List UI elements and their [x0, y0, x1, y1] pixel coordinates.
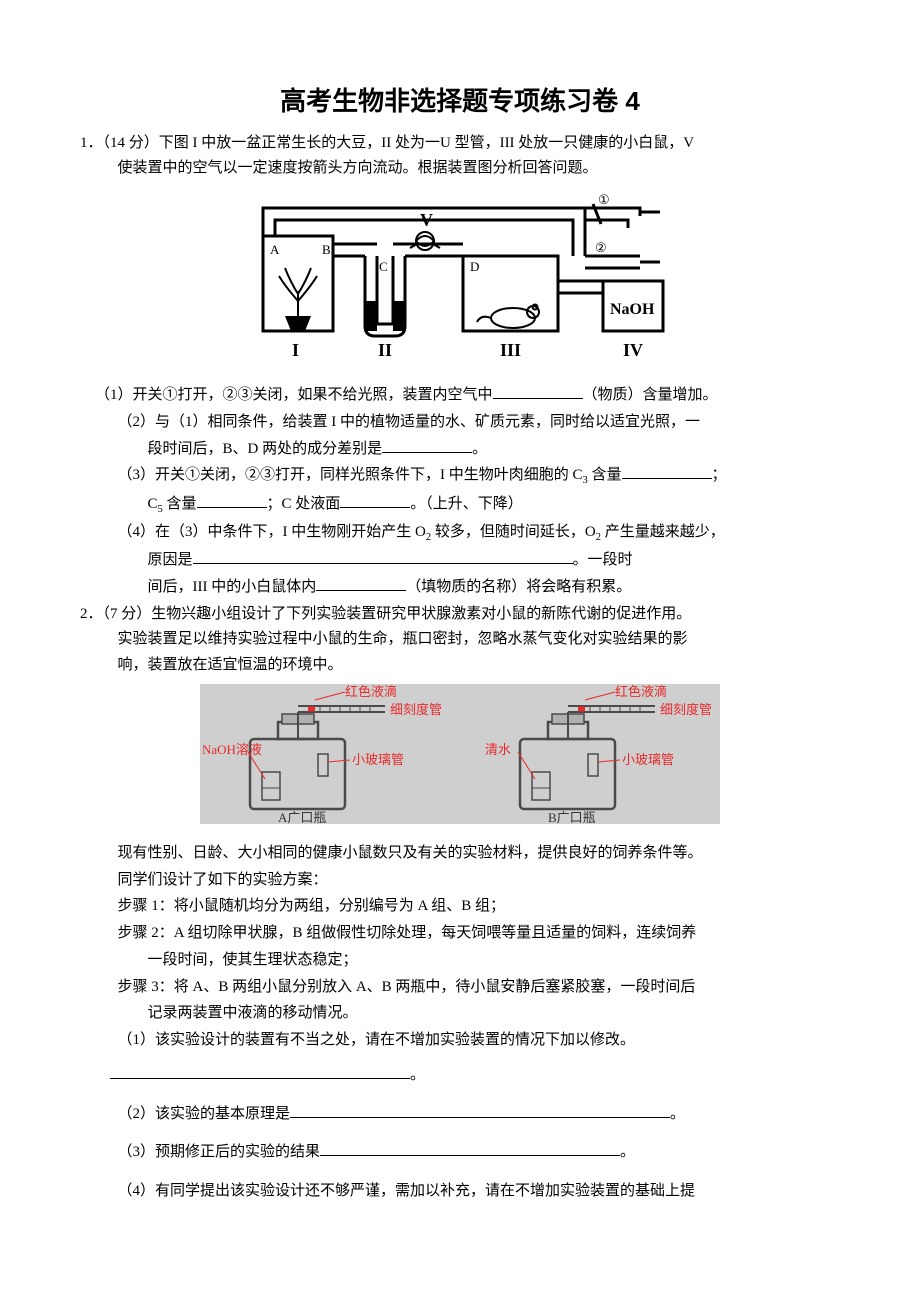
- q1-p2-text-c: 。: [472, 441, 487, 457]
- label-C: C: [379, 259, 388, 274]
- q1-p1: （1）开关①打开，②③关闭，如果不给光照，装置内空气中 （物质）含量增加。: [80, 383, 840, 408]
- q1-p4-line2: 原因是 。一段时: [80, 548, 840, 573]
- q1-p3-blank2: [197, 492, 267, 508]
- q1-p2-line2: 段时间后，B、D 两处的成分差别是 。: [80, 437, 840, 462]
- q1-p1-blank: [493, 383, 583, 399]
- q1-figure: ① ② A B C V: [80, 186, 840, 375]
- q2-step2-line1: 步骤 2：A 组切除甲状腺，B 组做假性切除处理，每天饲喂等量且适量的饲料，连续…: [80, 921, 840, 946]
- page-title: 高考生物非选择题专项练习卷 4: [80, 80, 840, 123]
- q1-p3-blank1: [622, 463, 712, 479]
- q2-figure: 红色液滴 细刻度管 NaOH溶液 小玻璃管 A广口瓶: [80, 684, 840, 833]
- q2-given: 现有性别、日龄、大小相同的健康小鼠数只及有关的实验材料，提供良好的饲养条件等。: [80, 841, 840, 866]
- q1-p4b2: 。一段时: [573, 552, 633, 568]
- q2-p2-blank: [290, 1102, 670, 1118]
- q2-stem-line2: 实验装置足以维持实验过程中小鼠的生命，瓶口密封，忽略水蒸气变化对实验结果的影: [80, 627, 840, 652]
- q1-p2-text-b: 段时间后，B、D 两处的成分差别是: [148, 441, 383, 457]
- label-bjar: B广口瓶: [548, 810, 596, 824]
- q1-p3a3: ；: [712, 467, 727, 483]
- label-II: II: [378, 340, 392, 360]
- label-ajar: A广口瓶: [278, 810, 326, 824]
- q2-p1-answer: 。: [80, 1063, 840, 1088]
- label-B: B: [322, 242, 331, 257]
- q1-p1-text-b: （物质）含量增加。: [583, 387, 718, 403]
- q1-p3b2: 含量: [163, 496, 197, 512]
- q1-p3b: C: [148, 496, 158, 512]
- q1-stem-line1: 1．（14 分）下图 I 中放一盆正常生长的大豆，II 处为一U 型管，III …: [80, 131, 840, 156]
- q1-p2-blank: [382, 437, 472, 453]
- label-red-a: 红色液滴: [345, 684, 397, 699]
- q1-p4-blank2: [316, 575, 406, 591]
- q1-p3b3: ；C 处液面: [267, 496, 341, 512]
- label-D: D: [470, 259, 479, 274]
- q2-step1: 步骤 1：将小鼠随机均分为两组，分别编号为 A 组、B 组；: [80, 894, 840, 919]
- q2-step3-line1: 步骤 3：将 A、B 两组小鼠分别放入 A、B 两瓶中，待小鼠安静后塞紧胶塞，一…: [80, 975, 840, 1000]
- label-small-a: 小玻璃管: [352, 752, 404, 767]
- q2-p1b: 。: [410, 1067, 425, 1083]
- q1-p3a: （3）开关①关闭，②③打开，同样光照条件下，I 中生物叶肉细胞的 C: [118, 467, 583, 483]
- q2-p3-blank: [320, 1140, 620, 1156]
- q1-p3b4: 。（上升、下降）: [410, 496, 523, 512]
- q1-stem-line2: 使装置中的空气以一定速度按箭头方向流动。根据装置图分析回答问题。: [80, 156, 840, 181]
- q2-p4: （4）有同学提出该实验设计还不够严谨，需加以补充，请在不增加实验装置的基础上提: [80, 1179, 840, 1204]
- q1-p4b: 原因是: [148, 552, 193, 568]
- q2-p2: （2）该实验的基本原理是 。: [80, 1102, 840, 1127]
- q1-p4c: 间后，III 中的小白鼠体内: [148, 579, 317, 595]
- q1-p4-line1: （4）在（3）中条件下，I 中生物刚开始产生 O2 较多，但随时间延长，O2 产…: [80, 520, 840, 546]
- label-tube-a: 细刻度管: [390, 702, 442, 717]
- q1-p4-line3: 间后，III 中的小白鼠体内 （填物质的名称）将会略有积累。: [80, 575, 840, 600]
- label-IV: IV: [623, 340, 643, 360]
- label-naoh: NaOH溶液: [202, 742, 262, 757]
- q2-p2b: 。: [670, 1106, 685, 1122]
- label-NaOH: NaOH: [610, 301, 655, 318]
- q2-step3-line2: 记录两装置中液滴的移动情况。: [80, 1001, 840, 1026]
- label-small-b: 小玻璃管: [622, 752, 674, 767]
- q2-p2a: （2）该实验的基本原理是: [118, 1106, 291, 1122]
- label-I: I: [292, 340, 299, 360]
- label-V: V: [420, 210, 433, 230]
- label-III: III: [500, 340, 521, 360]
- q2-p3a: （3）预期修正后的实验的结果: [118, 1144, 321, 1160]
- label-two: ②: [595, 240, 607, 255]
- q2-stem-line3: 响，装置放在适宜恒温的环境中。: [80, 653, 840, 678]
- q1-p4-blank1: [193, 548, 573, 564]
- label-one: ①: [598, 192, 610, 207]
- q1-p4c2: （填物质的名称）将会略有积累。: [406, 579, 631, 595]
- q1-p4a: （4）在（3）中条件下，I 中生物刚开始产生 O: [118, 524, 426, 540]
- q1-p1-text-a: （1）开关①打开，②③关闭，如果不给光照，装置内空气中: [95, 387, 493, 403]
- q2-plan: 同学们设计了如下的实验方案：: [80, 868, 840, 893]
- q2-step2-line2: 一段时间，使其生理状态稳定；: [80, 948, 840, 973]
- q2-stem-line1: 2．（7 分）生物兴趣小组设计了下列实验装置研究甲状腺激素对小鼠的新陈代谢的促进…: [80, 602, 840, 627]
- label-tube-b: 细刻度管: [660, 702, 712, 717]
- q2-p3: （3）预期修正后的实验的结果 。: [80, 1140, 840, 1165]
- q1-p3-line2: C5 含量；C 处液面。（上升、下降）: [80, 492, 840, 518]
- label-water: 清水: [485, 742, 511, 757]
- q2-p3b: 。: [620, 1144, 635, 1160]
- q1-p3a2: 含量: [588, 467, 622, 483]
- q2-p1-blank: [110, 1063, 410, 1079]
- q1-p3-blank3: [340, 492, 410, 508]
- label-A: A: [270, 242, 280, 257]
- q1-p4a3: 产生量越来越少，: [601, 524, 725, 540]
- q1-p3-line1: （3）开关①关闭，②③打开，同样光照条件下，I 中生物叶肉细胞的 C3 含量；: [80, 463, 840, 489]
- q1-p4a2: 较多，但随时间延长，O: [431, 524, 596, 540]
- q1-p2-line1: （2）与（1）相同条件，给装置 I 中的植物适量的水、矿质元素，同时给以适宜光照…: [80, 410, 840, 435]
- label-red-b: 红色液滴: [615, 684, 667, 699]
- q2-p1: （1）该实验设计的装置有不当之处，请在不增加实验装置的情况下加以修改。: [80, 1028, 840, 1053]
